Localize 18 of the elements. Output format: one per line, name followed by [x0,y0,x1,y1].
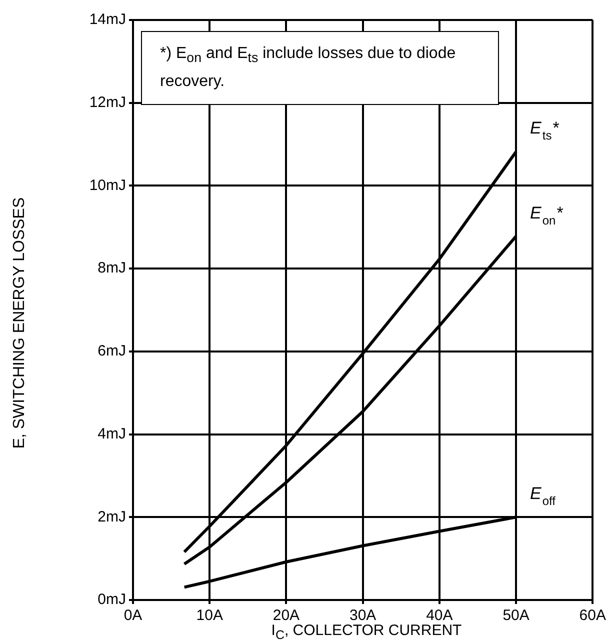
x-tick-label: 30A [349,607,376,624]
x-tick-label: 40A [426,607,453,624]
y-tick-label: 8mJ [98,260,126,277]
y-tick-label: 0mJ [98,591,126,608]
y-tick-label: 2mJ [98,508,126,526]
y-tick-label: 12mJ [89,94,126,111]
x-tick-label: 20A [272,607,300,624]
y-tick-label: 6mJ [98,342,126,360]
note-box: *) E$_{on}$ and E$_{ts}$ include losses due to diode recovery. [141,31,499,105]
y-tick-label: 14mJ [89,11,126,28]
y-tick-label: 4mJ [98,425,126,442]
x-tick-label: 60A [579,607,606,624]
y-axis-title: E, SWITCHING ENERGY LOSSES [11,196,29,451]
x-tick-label: 50A [502,607,530,624]
y-tick-label: 10mJ [89,176,126,194]
x-axis-title: I$_{C}$, COLLECTOR CURRENT [271,622,462,642]
x-tick-label: 10A [196,607,223,624]
x-tick-label: 0A [124,607,142,624]
